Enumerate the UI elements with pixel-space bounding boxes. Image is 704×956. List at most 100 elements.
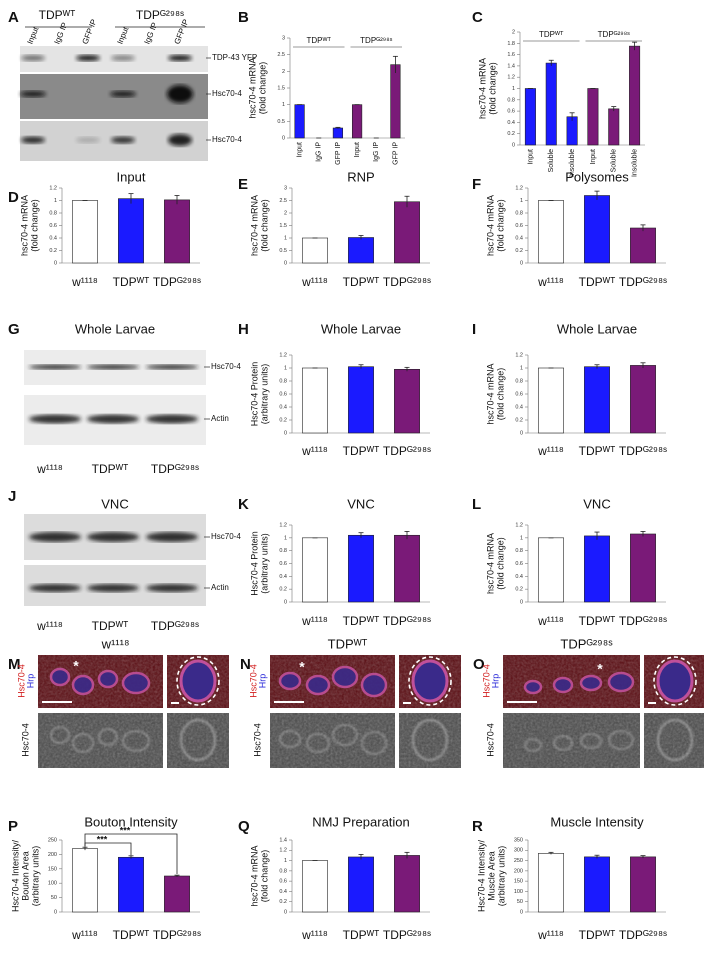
lane-label: IgG IP	[142, 21, 159, 45]
y-tick-label: 0.4	[279, 574, 287, 580]
y-tick-label: 1.8	[507, 41, 515, 47]
blot-band	[76, 55, 100, 61]
blot-band	[29, 364, 81, 370]
panel-letter: C	[472, 9, 483, 26]
x-tick-label: Input	[590, 149, 597, 165]
bar	[72, 848, 98, 913]
lane-label: TDPᵂᵀ	[92, 462, 129, 476]
bouton-gray	[553, 735, 573, 751]
x-tick-label: Soluble	[611, 149, 618, 172]
y-axis-label: Hsc70-4 Protein	[249, 362, 259, 427]
x-tick-label: TDPᵂᵀ	[113, 928, 150, 942]
group-label: TDPᵂᵀ	[307, 36, 332, 45]
y-tick-label: 0.4	[279, 404, 287, 410]
bar	[566, 116, 578, 146]
bouton	[411, 659, 449, 703]
y-tick-label: 0.4	[515, 235, 523, 241]
y-tick-label: 1.2	[49, 185, 57, 191]
bar	[630, 365, 656, 434]
panel-letter: P	[8, 818, 18, 835]
y-tick-label: 0	[54, 260, 57, 266]
significance-label: ***	[120, 825, 131, 835]
bar	[630, 856, 656, 913]
y-tick-label: 2.5	[279, 198, 287, 204]
x-tick-label: TDPᴳ²⁹⁸ˢ	[383, 444, 431, 458]
error-bar	[632, 41, 638, 51]
x-tick-label: TDPᵂᵀ	[579, 928, 616, 942]
y-axis-label: hsc70-4 mRNA	[477, 58, 487, 119]
channel-label: Hsc70-4	[485, 723, 495, 757]
channel-label: Hrp	[257, 674, 267, 689]
band-label: TDP-43 YFP	[212, 53, 257, 62]
y-axis-label: (arbitrary units)	[259, 533, 269, 594]
chart-title: NMJ Preparation	[312, 814, 410, 829]
bar	[302, 860, 328, 913]
y-tick-label: 1	[284, 858, 287, 864]
chart-title: VNC	[347, 496, 374, 511]
y-tick-label: 1.4	[279, 837, 287, 843]
x-tick-label: TDPᵂᵀ	[579, 614, 616, 628]
lane-label: Input	[25, 25, 40, 46]
error-bar	[594, 364, 600, 369]
y-tick-label: 100	[48, 881, 57, 887]
bouton-gray	[98, 728, 118, 746]
error-bar	[640, 362, 646, 368]
band-label: Hsc70-4	[211, 362, 241, 371]
lane-label: TDPᵂᵀ	[92, 619, 129, 633]
chart-title: Muscle Intensity	[550, 814, 644, 829]
bar	[118, 856, 144, 913]
x-tick-label: Soluble	[548, 149, 555, 172]
blot-band	[146, 532, 198, 542]
error-bar	[640, 224, 646, 232]
y-axis-label: (fold change)	[257, 62, 267, 115]
y-tick-label: 0.6	[507, 109, 515, 115]
error-bar	[640, 531, 646, 537]
y-tick-label: 0	[520, 430, 523, 436]
error-bar	[569, 112, 575, 121]
x-tick-label: TDPᴳ²⁹⁸ˢ	[153, 275, 201, 289]
panel-letter: B	[238, 9, 249, 26]
y-tick-label: 1	[520, 535, 523, 541]
y-tick-label: 100	[514, 889, 523, 895]
y-axis-label: hsc70-4 mRNA	[485, 195, 495, 256]
error-bar	[404, 195, 410, 208]
bouton-outline	[408, 656, 452, 706]
bouton-marker: *	[597, 661, 603, 677]
micrograph-title: TDPᵂᵀ	[328, 636, 368, 651]
bar	[164, 875, 190, 913]
x-tick-label: IgG IP	[373, 142, 380, 162]
y-axis-label: (fold change)	[259, 199, 269, 252]
y-tick-label: 0.8	[279, 548, 287, 554]
x-tick-label: w¹¹¹⁸	[537, 275, 564, 289]
bar	[584, 535, 610, 603]
bouton-gray	[50, 726, 70, 744]
bar	[348, 856, 374, 913]
blot-band	[146, 414, 198, 424]
x-tick-label: w¹¹¹⁸	[537, 928, 564, 942]
y-tick-label: 0.6	[279, 879, 287, 885]
blot-band	[87, 532, 139, 542]
y-tick-label: 0.8	[279, 378, 287, 384]
x-tick-label: TDPᴳ²⁹⁸ˢ	[383, 928, 431, 942]
y-tick-label: 2	[284, 210, 287, 216]
channel-label: Hrp	[25, 674, 35, 689]
bouton-gray	[180, 719, 216, 761]
y-axis-label: (fold change)	[29, 199, 39, 252]
bouton-gray	[657, 719, 693, 761]
y-tick-label: 3	[282, 35, 285, 41]
y-tick-label: 2.5	[277, 52, 285, 58]
y-axis-label: hsc70-4 mRNA	[249, 195, 259, 256]
error-bar	[358, 854, 364, 860]
bouton	[71, 674, 95, 696]
y-axis-label: (fold change)	[487, 62, 497, 115]
bar	[630, 533, 656, 603]
x-tick-label: w¹¹¹⁸	[301, 614, 328, 628]
error-bar	[128, 855, 134, 859]
bouton-gray	[306, 733, 330, 753]
y-tick-label: 0.2	[279, 417, 287, 423]
panel-letter: E	[238, 176, 248, 193]
x-tick-label: TDPᴳ²⁹⁸ˢ	[383, 275, 431, 289]
y-tick-label: 0.6	[515, 561, 523, 567]
x-tick-label: w¹¹¹⁸	[301, 275, 328, 289]
y-tick-label: 1.2	[515, 522, 523, 528]
